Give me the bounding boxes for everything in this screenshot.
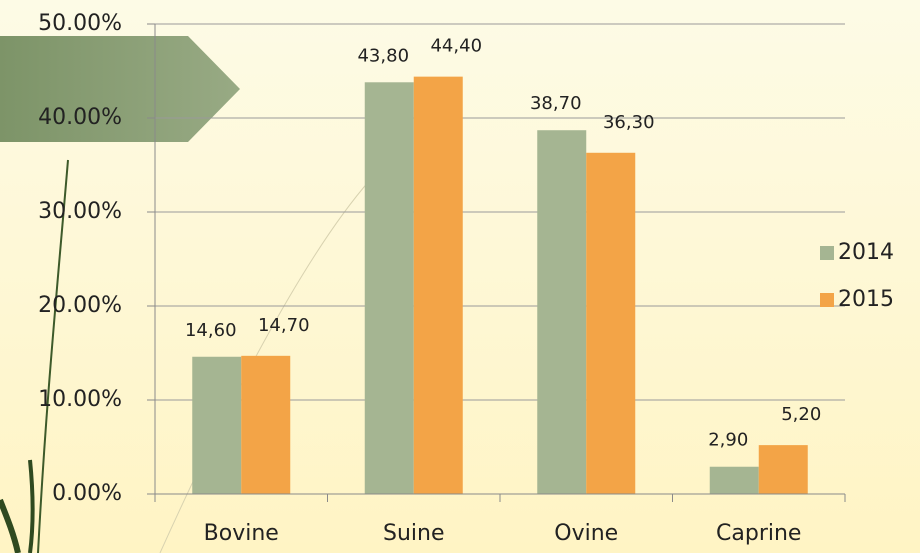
bar [192, 356, 242, 494]
x-tick-label: Bovine [204, 521, 279, 546]
value-label: 2,90 [708, 430, 748, 451]
value-label: 44,40 [430, 36, 482, 57]
bar [241, 355, 291, 494]
legend-swatch [820, 246, 834, 260]
x-tick-label: Ovine [554, 521, 618, 546]
decorative-grass [28, 459, 35, 553]
x-tick-label: Caprine [716, 521, 801, 546]
value-label: 38,70 [530, 93, 582, 114]
y-tick-label: 10.00% [38, 387, 122, 412]
decorative-grass [37, 159, 69, 553]
decorative-grass [159, 179, 371, 553]
decorative-grass [0, 498, 21, 553]
y-tick-label: 30.00% [38, 199, 122, 224]
legend-label: 2014 [838, 240, 894, 265]
bar [709, 466, 759, 494]
bar [586, 152, 636, 494]
legend-swatch [820, 293, 834, 307]
bar [758, 445, 808, 494]
decorative-arrow [0, 36, 240, 142]
y-tick-label: 40.00% [38, 105, 122, 130]
value-label: 43,80 [357, 45, 409, 66]
value-label: 14,70 [258, 315, 310, 336]
legend-label: 2015 [838, 287, 894, 312]
bar [413, 76, 463, 494]
bar [537, 130, 587, 494]
value-label: 36,30 [603, 112, 655, 133]
value-label: 14,60 [185, 320, 237, 341]
value-label: 5,20 [781, 404, 821, 425]
y-tick-label: 20.00% [38, 293, 122, 318]
bar [364, 82, 414, 494]
y-tick-label: 50.00% [38, 11, 122, 36]
y-tick-label: 0.00% [52, 481, 122, 506]
plot: 0.00% 10.00% 20.00% 30.00% 40.00% 50.00% Bovin… [38, 11, 894, 546]
x-tick-label: Suine [383, 521, 445, 546]
